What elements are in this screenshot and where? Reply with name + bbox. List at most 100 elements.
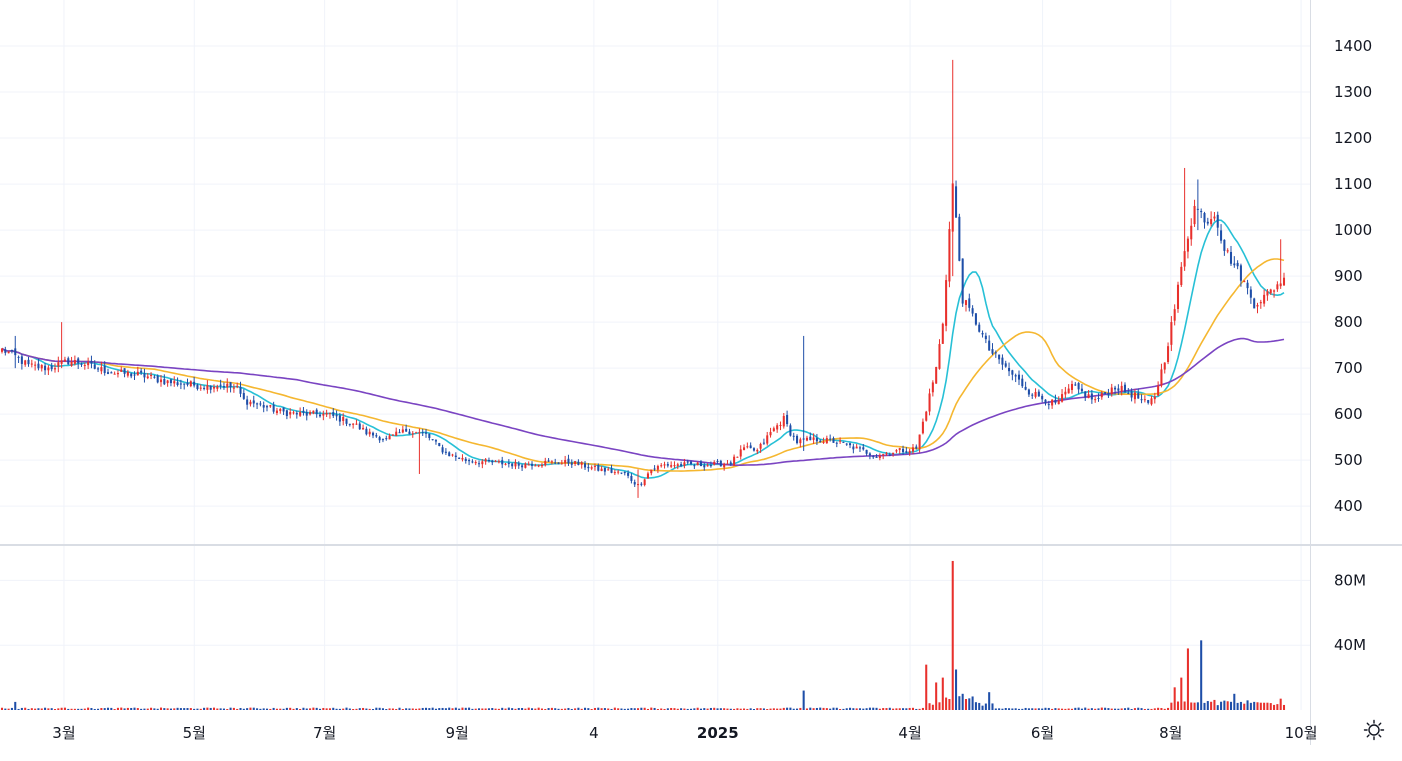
ma-30-line	[1, 258, 1285, 472]
candle	[57, 356, 60, 373]
candle	[815, 433, 818, 445]
price-axis[interactable]: 400 500 600 700 800 900 1000 1100 1200 1300 1400	[1334, 37, 1372, 515]
volume-bar	[1256, 702, 1259, 710]
volume-bar	[1094, 708, 1097, 710]
volume-bar	[786, 707, 789, 710]
candle-body	[289, 412, 292, 415]
candle-body	[776, 425, 779, 430]
candle	[1110, 383, 1113, 397]
candle	[984, 332, 987, 344]
candle	[680, 461, 683, 468]
volume-bar	[458, 708, 461, 710]
candle-body	[938, 344, 941, 369]
volume-bar	[169, 708, 172, 710]
candle	[113, 371, 116, 375]
candle	[885, 451, 888, 457]
candle-body	[7, 351, 10, 354]
volume-bar	[981, 705, 984, 710]
candle	[1259, 299, 1262, 309]
volume-bar	[143, 708, 146, 710]
candle-body	[438, 442, 441, 447]
candle-body	[1077, 383, 1080, 390]
volume-bar	[34, 708, 37, 710]
volume-bar	[743, 708, 746, 710]
volume-bar	[865, 708, 868, 710]
volume-bar	[44, 707, 47, 710]
candle-body	[434, 440, 437, 442]
candle-body	[30, 363, 33, 365]
candle-body	[554, 462, 557, 464]
candle-body	[1273, 290, 1276, 292]
volume-bar	[1243, 703, 1246, 710]
candle	[1100, 390, 1103, 400]
candle	[805, 435, 809, 442]
candle	[153, 374, 156, 379]
volume-bar	[110, 707, 113, 710]
candle-body	[1137, 393, 1140, 399]
price-tick-label: 400	[1334, 497, 1363, 515]
candle	[1024, 381, 1027, 391]
candle	[87, 357, 90, 370]
candle	[17, 355, 20, 364]
volume-axis[interactable]: 40M 80M	[1334, 571, 1366, 654]
candle	[289, 408, 292, 419]
candle-body	[1223, 239, 1226, 251]
volume-bar	[580, 708, 583, 710]
volume-bar	[779, 708, 782, 710]
candle	[1203, 211, 1206, 229]
time-axis[interactable]: 3월 5월 7월 9월 4 2025 4월 6월 8월 10월	[52, 724, 1317, 742]
volume-bar	[328, 708, 331, 710]
volume-bar	[650, 707, 653, 710]
candle-body	[176, 382, 179, 385]
candle	[570, 459, 573, 468]
candle-body	[1107, 393, 1110, 395]
volume-bar	[434, 708, 437, 710]
candle-body	[746, 446, 749, 448]
candle	[802, 335, 805, 451]
volume-bar	[468, 707, 471, 710]
candle	[895, 449, 898, 454]
volume-bar	[719, 708, 722, 710]
volume-bar	[643, 707, 646, 710]
volume-bar	[1213, 699, 1216, 710]
candle	[1223, 239, 1226, 256]
candle-body	[782, 415, 785, 427]
volume-bar	[534, 708, 537, 710]
candle-body	[1140, 399, 1143, 401]
candle-body	[398, 432, 401, 434]
volume-bar	[1173, 687, 1176, 710]
candle	[451, 453, 454, 457]
volume-bar	[103, 708, 106, 710]
volume-bar	[507, 707, 510, 710]
candle	[587, 463, 590, 472]
candle	[928, 388, 931, 416]
candle	[1263, 289, 1266, 307]
volume-bar	[1080, 708, 1083, 710]
candle-body	[1114, 387, 1117, 390]
candle-body	[1229, 251, 1233, 264]
volume-bar	[1130, 708, 1133, 710]
volume-bar	[1001, 708, 1004, 710]
volume-bar	[822, 707, 825, 710]
candle	[610, 464, 613, 474]
volume-bar	[1107, 708, 1110, 710]
volume-bar	[140, 708, 143, 710]
candle-body	[819, 440, 822, 443]
candle-body	[1282, 277, 1286, 286]
volume-bar	[126, 707, 129, 710]
candle	[769, 427, 772, 438]
volume-bar	[524, 708, 527, 710]
candle	[1044, 399, 1047, 406]
volume-bar	[487, 708, 490, 710]
candle	[183, 383, 186, 390]
chart-settings-button[interactable]	[1356, 712, 1392, 748]
candle	[481, 459, 484, 469]
candle-body	[484, 459, 487, 462]
candle	[1266, 289, 1269, 301]
candle	[1206, 217, 1209, 226]
candle	[292, 410, 295, 415]
volume-bar	[812, 708, 815, 710]
volume-bar	[24, 707, 27, 710]
